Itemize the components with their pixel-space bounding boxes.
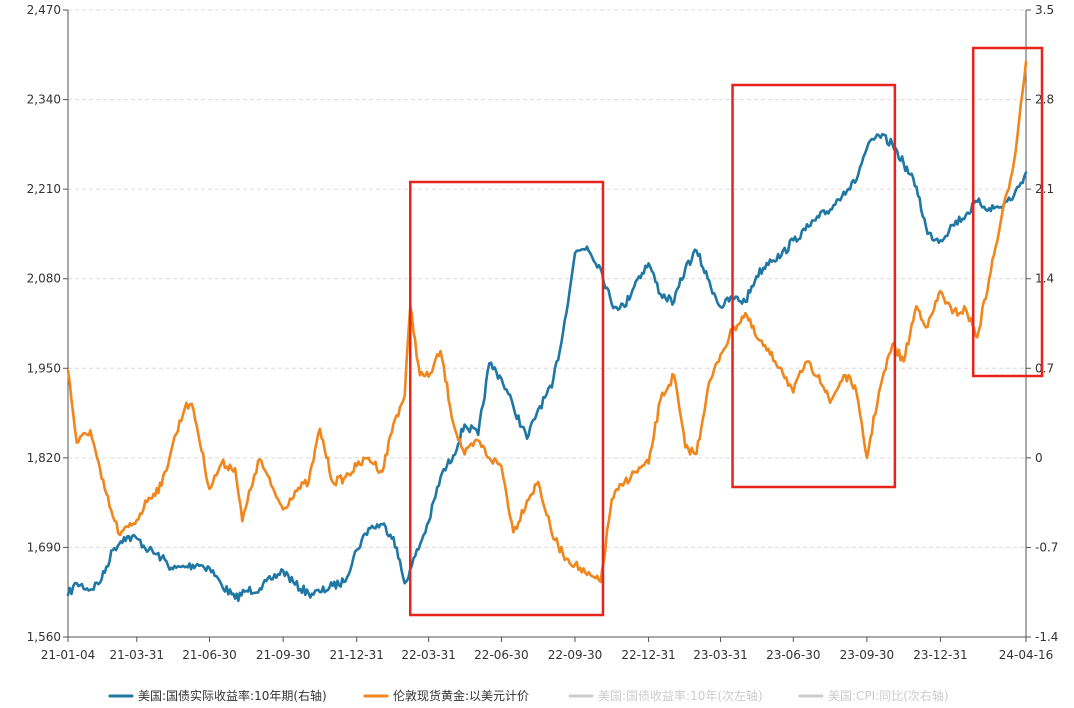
left-axis-tick-label: 1,950 xyxy=(27,361,61,375)
left-axis-tick-label: 2,470 xyxy=(27,3,61,17)
series-line-1 xyxy=(66,60,1028,584)
x-axis-tick-label: 21-12-31 xyxy=(329,648,383,662)
legend-label[interactable]: 美国:国债实际收益率:10年期(右轴) xyxy=(138,688,327,703)
series-line-0 xyxy=(66,133,1028,603)
right-axis-tick-label: 2.1 xyxy=(1035,182,1054,196)
x-axis-tick-label: 21-09-30 xyxy=(256,648,310,662)
right-axis-tick-label: 0.7 xyxy=(1035,361,1054,375)
highlight-box xyxy=(409,180,605,617)
right-axis-tick-label: -0.7 xyxy=(1035,540,1058,554)
right-axis-tick-label: 2.8 xyxy=(1035,93,1054,107)
left-axis-tick-label: 2,340 xyxy=(27,93,61,107)
left-axis-tick-label: 1,820 xyxy=(27,451,61,465)
x-axis-tick-label: 23-03-31 xyxy=(693,648,747,662)
left-axis-tick-label: 2,080 xyxy=(27,272,61,286)
highlight-box xyxy=(731,83,897,489)
legend-label[interactable]: 伦敦现货黄金:以美元计价 xyxy=(393,688,529,703)
legend-label[interactable]: 美国:国债收益率:10年(次左轴) xyxy=(598,688,763,703)
highlight-box xyxy=(971,46,1044,378)
x-axis-tick-label: 21-06-30 xyxy=(182,648,236,662)
x-axis-tick-label: 22-09-30 xyxy=(548,648,602,662)
right-axis-tick-label: 0 xyxy=(1035,451,1043,465)
left-axis-tick-label: 1,560 xyxy=(27,630,61,644)
axes: 1,560 1,690 1,820 1,950 2,080 2,210 2,340 2,470… xyxy=(27,3,1059,662)
highlight-boxes xyxy=(409,46,1044,617)
x-axis-tick-label: 22-06-30 xyxy=(474,648,528,662)
legend[interactable]: 美国:国债实际收益率:10年期(右轴) 伦敦现货黄金:以美元计价 美国:国债收益率:… xyxy=(108,688,949,703)
x-axis-tick-label: 22-03-31 xyxy=(401,648,455,662)
x-axis-tick-label: 23-12-31 xyxy=(913,648,967,662)
left-axis-tick-label: 1,690 xyxy=(27,540,61,554)
x-axis-tick-label: 23-09-30 xyxy=(840,648,894,662)
x-axis-tick-label: 21-01-04 xyxy=(41,648,95,662)
legend-label[interactable]: 美国:CPI:同比(次右轴) xyxy=(828,688,949,703)
right-axis-tick-label: 3.5 xyxy=(1035,3,1054,17)
right-axis-tick-label: 1.4 xyxy=(1035,272,1054,286)
x-axis-tick-label: 21-03-31 xyxy=(110,648,164,662)
left-axis-tick-label: 2,210 xyxy=(27,182,61,196)
series-layer xyxy=(66,60,1028,603)
right-axis-tick-label: -1.4 xyxy=(1035,630,1058,644)
x-axis-tick-label: 23-06-30 xyxy=(766,648,820,662)
x-axis-tick-label: 22-12-31 xyxy=(621,648,675,662)
x-axis-tick-label: 24-04-16 xyxy=(999,648,1053,662)
grid-lines xyxy=(68,9,1026,548)
